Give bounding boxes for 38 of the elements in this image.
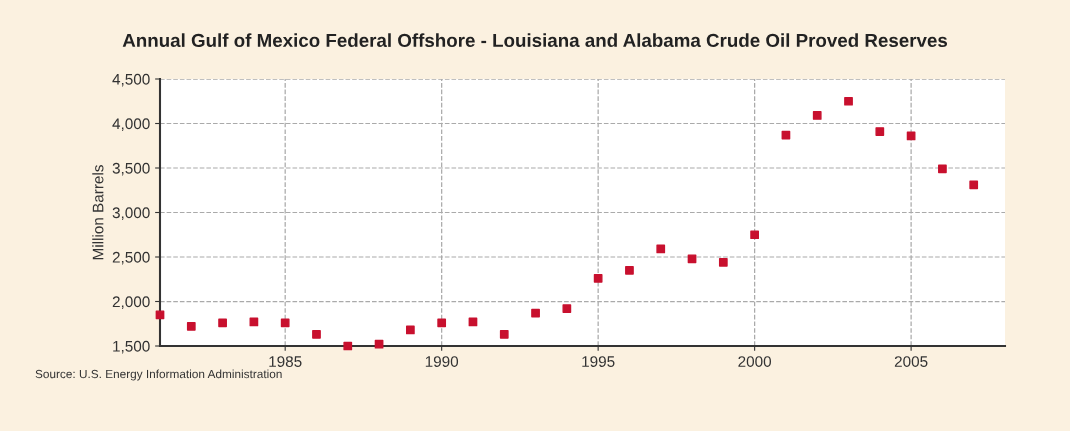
- point: [812, 111, 822, 120]
- x-tick-label: 1995: [582, 356, 615, 367]
- y-tick-label: 4,000: [112, 118, 150, 131]
- source-note: Source: U.S. Energy Information Administration: [35, 369, 282, 381]
- y-axis-title: Million Barrels: [92, 165, 104, 260]
- point: [625, 265, 634, 275]
- point: [750, 230, 759, 240]
- chart-title: Annual Gulf of Mexico Federal Offshore - Louisiana and Alabama Crude Oil Proved Reserves: [122, 33, 948, 48]
- point: [437, 318, 447, 328]
- point: [718, 257, 728, 267]
- point: [280, 318, 290, 328]
- y-tick-label: 4,500: [112, 73, 150, 87]
- point: [687, 254, 697, 264]
- point: [562, 304, 572, 313]
- y-tick-label: 3,000: [112, 207, 150, 220]
- point: [656, 244, 666, 254]
- y-tick-label: 3,500: [112, 162, 150, 176]
- x-tick-label: 2000: [738, 356, 772, 367]
- point: [499, 330, 509, 339]
- y-tick-label: 2,000: [112, 296, 150, 309]
- y-tick-label: 2,500: [112, 251, 150, 265]
- point: [406, 325, 415, 335]
- point: [844, 96, 853, 106]
- point: [531, 308, 540, 318]
- point: [938, 164, 947, 174]
- point: [969, 180, 979, 190]
- point: [343, 341, 353, 351]
- point: [218, 318, 227, 328]
- point: [186, 322, 196, 331]
- point: [312, 330, 321, 339]
- point: [593, 273, 603, 283]
- x-tick-label: 2005: [894, 356, 928, 367]
- point: [875, 127, 885, 136]
- point: [374, 339, 384, 349]
- point: [155, 310, 165, 320]
- x-tick-label: 1985: [269, 356, 302, 367]
- x-tick-label: 1990: [425, 356, 459, 367]
- y-tick-label: 1,500: [113, 340, 150, 354]
